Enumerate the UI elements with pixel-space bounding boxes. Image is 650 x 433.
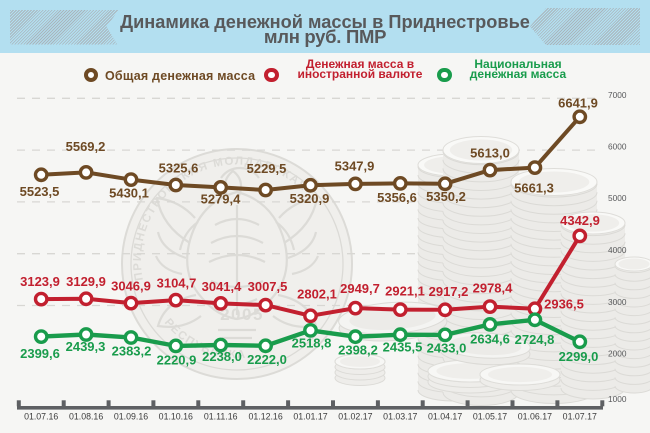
- svg-text:5523,5: 5523,5: [20, 184, 60, 199]
- svg-text:2435,5: 2435,5: [383, 340, 423, 355]
- svg-text:01.03.17: 01.03.17: [383, 412, 417, 422]
- svg-text:5320,9: 5320,9: [290, 191, 330, 206]
- svg-text:2724,8: 2724,8: [515, 332, 555, 347]
- svg-text:5430,1: 5430,1: [109, 186, 149, 201]
- svg-text:5279,4: 5279,4: [201, 192, 242, 207]
- svg-text:2238,0: 2238,0: [202, 349, 242, 364]
- svg-text:3129,9: 3129,9: [66, 274, 106, 289]
- svg-text:3041,4: 3041,4: [202, 279, 243, 294]
- svg-text:2399,6: 2399,6: [20, 346, 60, 361]
- svg-text:3104,7: 3104,7: [157, 276, 197, 291]
- svg-text:4000: 4000: [608, 245, 627, 255]
- svg-text:01.09.16: 01.09.16: [114, 412, 148, 422]
- svg-text:5613,0: 5613,0: [470, 146, 510, 161]
- svg-text:2936,5: 2936,5: [544, 297, 584, 312]
- svg-text:01.02.17: 01.02.17: [338, 412, 372, 422]
- svg-text:01.07.17: 01.07.17: [563, 412, 597, 422]
- svg-text:2921,1: 2921,1: [385, 284, 425, 299]
- svg-text:5325,6: 5325,6: [159, 161, 199, 176]
- svg-text:4342,9: 4342,9: [560, 213, 600, 228]
- svg-text:2917,2: 2917,2: [429, 284, 469, 299]
- svg-text:3007,5: 3007,5: [248, 279, 288, 294]
- svg-text:01.07.16: 01.07.16: [24, 412, 58, 422]
- svg-text:2439,3: 2439,3: [66, 339, 106, 354]
- svg-text:2000: 2000: [608, 349, 627, 359]
- svg-text:2949,7: 2949,7: [340, 281, 380, 296]
- svg-text:2222,0: 2222,0: [247, 352, 287, 367]
- svg-text:2398,2: 2398,2: [338, 343, 378, 358]
- svg-text:5229,5: 5229,5: [247, 161, 287, 176]
- svg-text:3000: 3000: [608, 297, 627, 307]
- svg-text:2433,0: 2433,0: [427, 341, 467, 356]
- svg-text:2802,1: 2802,1: [297, 287, 337, 302]
- svg-text:01.04.17: 01.04.17: [428, 412, 462, 422]
- svg-text:2518,8: 2518,8: [292, 336, 332, 351]
- svg-text:01.06.17: 01.06.17: [518, 412, 552, 422]
- svg-text:5000: 5000: [608, 193, 627, 203]
- svg-text:5347,9: 5347,9: [335, 159, 375, 174]
- svg-text:2220,9: 2220,9: [157, 353, 197, 368]
- svg-text:3123,9: 3123,9: [20, 274, 60, 289]
- svg-text:5661,3: 5661,3: [514, 181, 554, 196]
- svg-text:1000: 1000: [608, 394, 627, 404]
- svg-text:2383,2: 2383,2: [112, 344, 152, 359]
- svg-text:01.12.16: 01.12.16: [248, 412, 282, 422]
- svg-text:2299,0: 2299,0: [559, 349, 599, 364]
- svg-text:01.08.16: 01.08.16: [69, 412, 103, 422]
- svg-text:2978,4: 2978,4: [473, 281, 514, 296]
- svg-text:01.11.16: 01.11.16: [204, 412, 238, 422]
- svg-text:5350,2: 5350,2: [426, 189, 466, 204]
- svg-text:2634,6: 2634,6: [470, 332, 510, 347]
- svg-text:6641,9: 6641,9: [558, 96, 598, 111]
- svg-text:6000: 6000: [608, 141, 627, 151]
- svg-text:3046,9: 3046,9: [111, 279, 151, 294]
- svg-text:01.10.16: 01.10.16: [159, 412, 193, 422]
- svg-text:2005: 2005: [220, 305, 264, 324]
- svg-text:5356,6: 5356,6: [377, 190, 417, 205]
- svg-text:7000: 7000: [608, 90, 627, 100]
- svg-text:01.01.17: 01.01.17: [293, 412, 327, 422]
- svg-text:01.05.17: 01.05.17: [473, 412, 507, 422]
- svg-text:5569,2: 5569,2: [66, 139, 106, 154]
